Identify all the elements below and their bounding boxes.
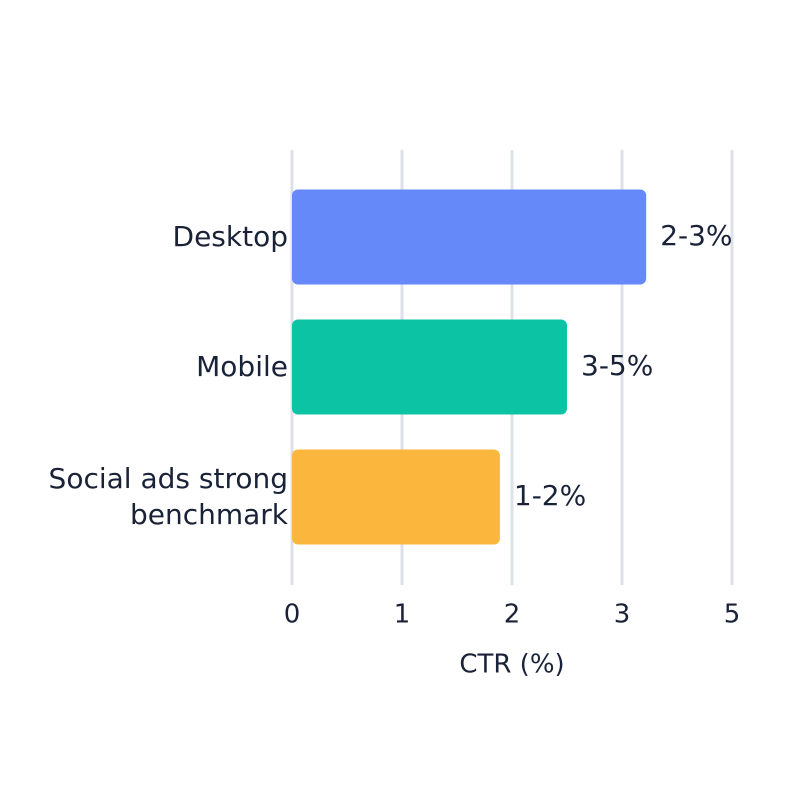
- bar: [292, 189, 647, 285]
- y-tick-label: Desktop: [172, 220, 288, 253]
- x-tick-label: 5: [724, 600, 741, 630]
- x-tick-label: 2: [504, 600, 521, 630]
- x-tick-label: 0: [284, 600, 301, 630]
- y-tick-label: Mobile: [196, 350, 288, 383]
- x-axis-title: CTR (%): [459, 650, 564, 680]
- value-label: 3-5%: [581, 349, 653, 382]
- x-tick-label: 3: [614, 600, 631, 630]
- y-tick-label: Social ads strong benchmark: [48, 462, 288, 531]
- value-label: 1-2%: [514, 479, 586, 512]
- x-tick-label: 1: [394, 600, 411, 630]
- bar: [292, 449, 500, 545]
- value-label: 2-3%: [660, 219, 732, 252]
- bar: [292, 319, 567, 415]
